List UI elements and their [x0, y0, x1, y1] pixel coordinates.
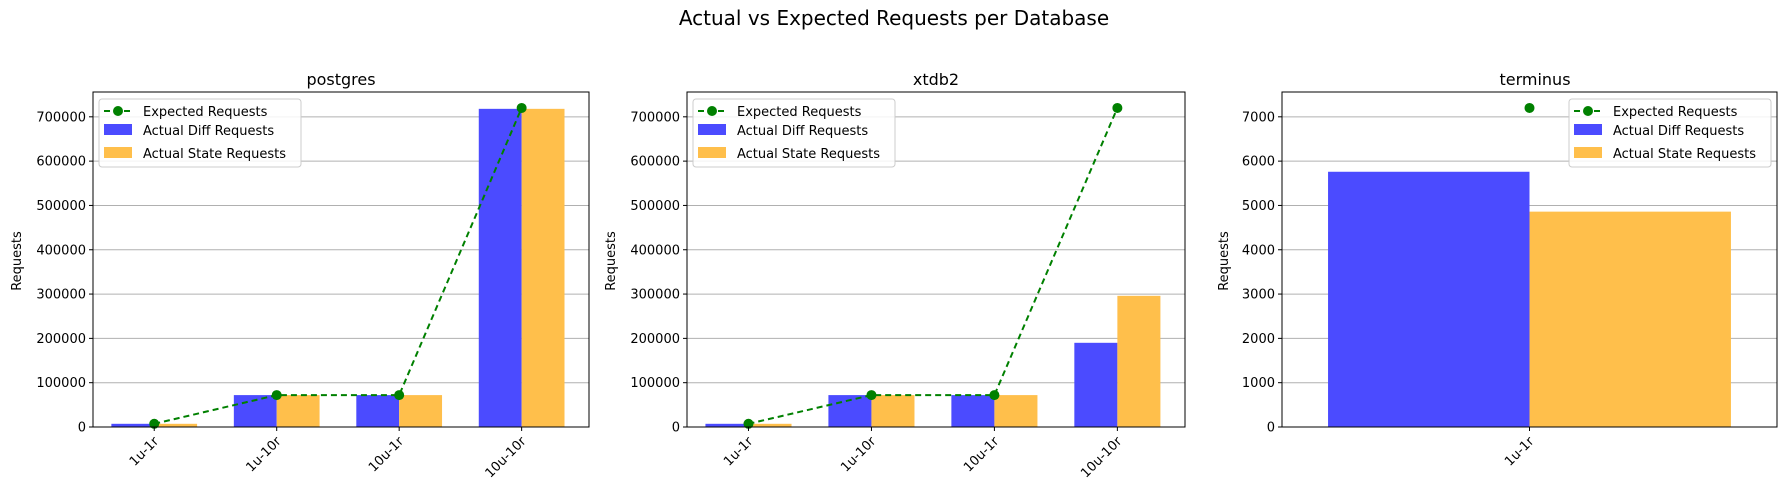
bar-actual-state-1u-10r: [276, 395, 320, 427]
legend-state-label: Actual State Requests: [1613, 147, 1756, 162]
chart-title: xtdb2: [913, 70, 959, 89]
bar-actual-diff-10u-10r: [478, 108, 522, 427]
bar-actual-state-1u-10r: [871, 395, 915, 427]
chart-terminus: terminus Requests 0 1000 2000 3000 4000 5000 6…: [1217, 70, 1778, 470]
x-tick-label: 1u-1r: [127, 434, 163, 470]
expected-point-10u-1r: [394, 390, 405, 401]
legend-diff-swatch: [104, 124, 132, 135]
x-tick-label: 10u-10r: [1078, 434, 1125, 481]
legend-expected-label: Expected Requests: [737, 105, 862, 120]
chart-xtdb2: xtdb2 Requests 0 100000 200000 300000 400000…: [604, 70, 1186, 481]
plot-frame: [686, 91, 1186, 428]
expected-point-1u-1r: [149, 418, 160, 429]
bar-actual-diff-1u-1r: [1328, 171, 1530, 427]
legend-box: [1568, 98, 1772, 168]
bar-actual-diff-10u-1r: [951, 395, 995, 427]
y-tick-label: 700000: [630, 110, 680, 125]
legend-diff-swatch: [1574, 124, 1602, 135]
legend: Expected Requests Actual Diff Requests A…: [692, 98, 896, 168]
legend-diff-label: Actual Diff Requests: [737, 124, 868, 139]
bar-actual-state-1u-1r: [1529, 211, 1731, 427]
y-tick-label: 300000: [630, 288, 680, 303]
expected-point-1u-10r: [271, 390, 282, 401]
y-tick-label: 300000: [36, 288, 86, 303]
y-axis-label: Requests: [10, 231, 25, 291]
legend-diff-label: Actual Diff Requests: [143, 124, 274, 139]
y-tick-label: 2000: [1242, 332, 1275, 347]
legend-box: [692, 98, 896, 168]
y-tick-label: 700000: [36, 110, 86, 125]
y-tick-label: 5000: [1242, 199, 1275, 214]
expected-point-1u-10r: [866, 390, 877, 401]
legend-diff-swatch: [698, 124, 726, 135]
y-tick-label: 3000: [1242, 288, 1275, 303]
bar-actual-diff-10u-1r: [356, 395, 400, 427]
x-tick-label: 10u-1r: [366, 434, 408, 476]
expected-line: [154, 107, 523, 425]
plot-frame: [1281, 91, 1778, 428]
expected-point-10u-1r: [989, 390, 1000, 401]
y-tick-label: 100000: [36, 376, 86, 391]
y-tick-label: 4000: [1242, 243, 1275, 258]
legend: Expected Requests Actual Diff Requests A…: [98, 98, 302, 168]
bar-actual-state-1u-1r: [154, 423, 198, 427]
legend-expected-label: Expected Requests: [1613, 105, 1738, 120]
y-tick-label: 200000: [630, 332, 680, 347]
y-tick-label: 7000: [1242, 110, 1275, 125]
expected-point-10u-10r: [1112, 102, 1123, 113]
legend: Expected Requests Actual Diff Requests A…: [1568, 98, 1772, 168]
y-tick-label: 500000: [36, 199, 86, 214]
y-tick-label: 0: [78, 421, 86, 436]
y-tick-label: 400000: [36, 243, 86, 258]
y-tick-label: 0: [1267, 421, 1275, 436]
chart-postgres: postgres Requests 0 100000 200000 300000 400…: [10, 70, 590, 481]
expected-point-1u-1r: [1524, 102, 1535, 113]
x-tick-label: 1u-1r: [1502, 434, 1538, 470]
legend-state-label: Actual State Requests: [143, 147, 286, 162]
legend-expected-marker: [1583, 106, 1593, 116]
chart-title: postgres: [306, 70, 375, 89]
figure-title: Actual vs Expected Requests per Database: [679, 6, 1109, 30]
legend-expected-marker: [113, 106, 123, 116]
chart-title: terminus: [1499, 70, 1570, 89]
bar-actual-state-10u-1r: [399, 395, 443, 427]
legend-box: [98, 98, 302, 168]
x-tick-label: 10u-1r: [961, 434, 1003, 476]
y-tick-label: 600000: [630, 155, 680, 170]
bar-actual-state-1u-1r: [748, 423, 792, 427]
y-tick-label: 1000: [1242, 376, 1275, 391]
y-tick-label: 400000: [630, 243, 680, 258]
expected-line: [748, 107, 1119, 425]
y-tick-label: 0: [672, 421, 680, 436]
bar-actual-state-10u-10r: [521, 108, 565, 427]
legend-state-label: Actual State Requests: [737, 147, 880, 162]
legend-expected-marker: [707, 106, 717, 116]
bar-actual-diff-1u-1r: [111, 423, 155, 427]
x-tick-label: 1u-1r: [721, 434, 757, 470]
bar-actual-diff-1u-1r: [705, 423, 749, 427]
legend-expected-label: Expected Requests: [143, 105, 268, 120]
legend-state-swatch: [104, 147, 132, 158]
expected-point-1u-1r: [743, 418, 754, 429]
y-tick-label: 200000: [36, 332, 86, 347]
x-tick-label: 1u-10r: [243, 434, 285, 476]
y-tick-label: 100000: [630, 376, 680, 391]
expected-point-10u-10r: [516, 102, 527, 113]
bar-actual-state-10u-1r: [994, 395, 1038, 427]
plot-frame: [92, 91, 590, 428]
y-axis-label: Requests: [604, 231, 619, 291]
y-axis-label: Requests: [1217, 231, 1232, 291]
x-tick-label: 1u-10r: [838, 434, 880, 476]
bar-actual-diff-10u-10r: [1074, 342, 1118, 427]
legend-diff-label: Actual Diff Requests: [1613, 124, 1744, 139]
legend-state-swatch: [698, 147, 726, 158]
legend-state-swatch: [1574, 147, 1602, 158]
y-tick-label: 6000: [1242, 155, 1275, 170]
bar-actual-state-10u-10r: [1117, 295, 1161, 427]
y-tick-label: 500000: [630, 199, 680, 214]
y-tick-label: 600000: [36, 155, 86, 170]
x-tick-label: 10u-10r: [483, 434, 530, 481]
